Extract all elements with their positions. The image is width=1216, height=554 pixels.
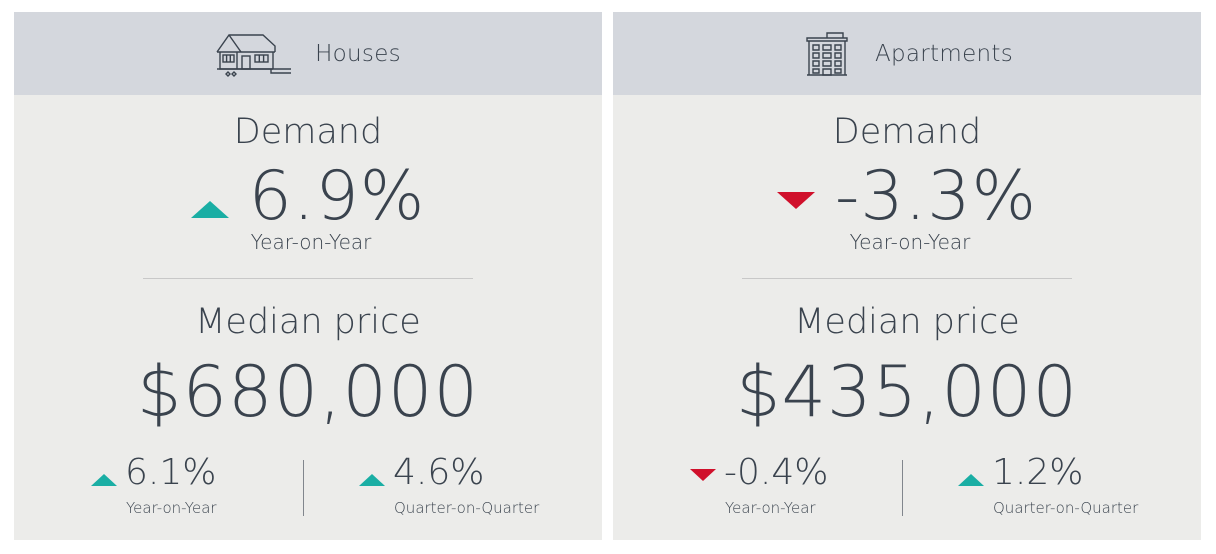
apartments-demand-period: Year-on-Year bbox=[849, 230, 971, 254]
up-arrow-icon bbox=[958, 474, 984, 486]
apartment-building-icon bbox=[801, 30, 853, 78]
apartments-demand-row: -3.3% bbox=[613, 160, 1201, 234]
houses-median-label: Median price bbox=[195, 302, 421, 342]
up-arrow-icon bbox=[190, 200, 229, 218]
apartments-qoq-label: Quarter-on-Quarter bbox=[993, 499, 1139, 517]
down-arrow-icon bbox=[776, 191, 815, 209]
houses-yoy-value: 6.1% bbox=[125, 452, 217, 493]
houses-demand-value: 6.9% bbox=[248, 157, 426, 236]
houses-qoq-stat: 4.6% Quarter-on-Quarter bbox=[359, 455, 539, 517]
houses-yoy-label: Year-on-Year bbox=[126, 499, 217, 517]
apartments-card: Apartments Demand -3.3% Year-on-Year Med… bbox=[613, 12, 1201, 540]
divider bbox=[143, 278, 473, 279]
apartments-yoy-stat: -0.4% Year-on-Year bbox=[690, 455, 828, 517]
apartments-demand-label: Demand bbox=[832, 112, 982, 152]
apartments-yoy-value: -0.4% bbox=[724, 452, 829, 493]
houses-qoq-value: 4.6% bbox=[393, 452, 485, 493]
apartments-header: Apartments bbox=[613, 12, 1201, 95]
houses-demand-label: Demand bbox=[233, 112, 383, 152]
apartments-qoq-value: 1.2% bbox=[992, 452, 1084, 493]
apartments-median-value: $435,000 bbox=[735, 351, 1078, 433]
houses-median-value: $680,000 bbox=[136, 351, 479, 433]
houses-card: Houses Demand 6.9% Year-on-Year Median p… bbox=[14, 12, 602, 540]
apartments-title: Apartments bbox=[874, 40, 1014, 67]
vertical-divider bbox=[902, 460, 903, 516]
up-arrow-icon bbox=[91, 474, 117, 486]
apartments-median-label: Median price bbox=[794, 302, 1020, 342]
down-arrow-icon bbox=[690, 469, 716, 481]
houses-header: Houses bbox=[14, 12, 602, 95]
house-icon bbox=[215, 30, 293, 78]
apartments-demand-value: -3.3% bbox=[834, 157, 1038, 236]
houses-qoq-label: Quarter-on-Quarter bbox=[394, 499, 540, 517]
houses-yoy-stat: 6.1% Year-on-Year bbox=[91, 455, 217, 517]
vertical-divider bbox=[303, 460, 304, 516]
houses-demand-period: Year-on-Year bbox=[250, 230, 372, 254]
apartments-qoq-stat: 1.2% Quarter-on-Quarter bbox=[958, 455, 1138, 517]
houses-demand-row: 6.9% bbox=[14, 160, 602, 234]
houses-title: Houses bbox=[315, 40, 401, 67]
apartments-yoy-label: Year-on-Year bbox=[725, 499, 816, 517]
up-arrow-icon bbox=[359, 474, 385, 486]
divider bbox=[742, 278, 1072, 279]
